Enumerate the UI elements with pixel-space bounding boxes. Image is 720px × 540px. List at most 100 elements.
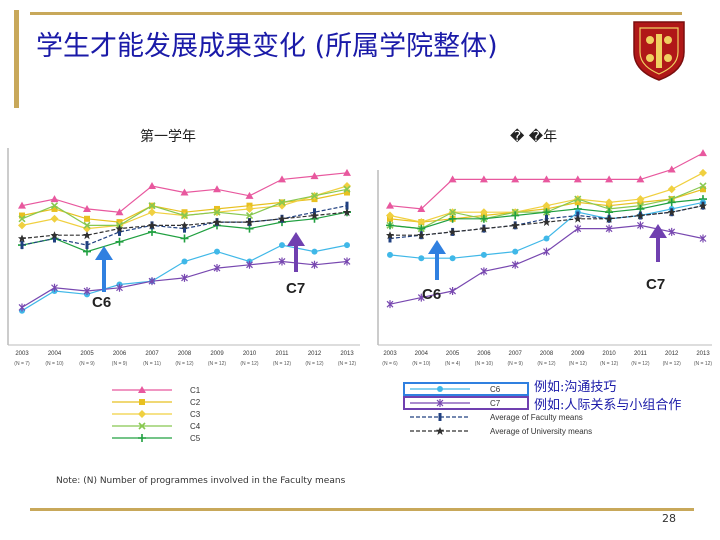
right-tick-2006: 2006 [477, 351, 491, 357]
left-point-c7-2009 [213, 264, 221, 273]
label-left-c7: C7 [286, 280, 306, 297]
left-n-label-2011: (N = 12) [273, 361, 292, 367]
right-point-c2-2013 [700, 186, 706, 193]
left-point-average-of-university-means-2010 [245, 218, 254, 227]
left-n-label-2009: (N = 12) [208, 361, 227, 367]
right-point-c3-2010 [605, 198, 614, 207]
left-tick-2004: 2004 [48, 351, 62, 357]
left-n-label-2006: (N = 9) [112, 361, 128, 367]
left-point-c7-2013 [343, 257, 351, 266]
right-point-c4-2005 [449, 208, 457, 216]
example-c7: 例如:人际关系与小组合作 [534, 398, 682, 413]
legend-left-label-c4: C4 [190, 422, 201, 431]
arrow-right-c7 [649, 224, 667, 262]
right-tick-2009: 2009 [571, 351, 585, 357]
left-point-c2-2004 [51, 205, 58, 212]
left-point-c1-2010 [245, 191, 254, 199]
left-n-label-2005: (N = 9) [79, 361, 95, 367]
legend-left-marker-c1 [138, 386, 146, 393]
right-point-average-of-university-means-2003 [386, 231, 394, 240]
left-point-c7-2003 [18, 303, 26, 312]
right-point-c5-2003 [386, 221, 394, 230]
right-point-c4-2009 [574, 195, 582, 203]
right-point-c4-2013 [699, 182, 707, 190]
legend-left-label-c3: C3 [190, 410, 201, 419]
right-point-average-of-university-means-2007 [511, 221, 520, 230]
right-point-average-of-university-means-2005 [448, 227, 457, 236]
left-tick-2010: 2010 [243, 351, 257, 357]
right-point-c5-2005 [448, 214, 457, 223]
left-point-c7-2008 [181, 273, 188, 282]
left-point-c4-2008 [180, 211, 189, 220]
left-point-c7-2006 [116, 283, 123, 292]
left-n-label-2004: (N = 10) [45, 361, 64, 367]
left-point-c1-2005 [83, 204, 91, 212]
right-point-average-of-university-means-2013 [699, 201, 707, 210]
right-n-label-2007: (N = 9) [507, 361, 523, 367]
right-tick-2003: 2003 [383, 351, 397, 357]
right-n-label-2010: (N = 12) [600, 361, 619, 367]
left-point-c3-2007 [148, 208, 156, 217]
right-point-c3-2008 [542, 201, 551, 210]
left-point-c7-2010 [246, 260, 253, 269]
page-number: 28 [662, 512, 676, 525]
right-point-average-of-university-means-2009 [573, 214, 582, 223]
right-tick-2011: 2011 [634, 351, 648, 357]
left-point-c7-2012 [311, 260, 318, 269]
example-c6: 例如:沟通技巧 [534, 380, 617, 395]
left-tick-2008: 2008 [178, 351, 192, 357]
right-point-c7-2012 [668, 227, 676, 236]
right-n-label-2013: (N = 12) [694, 361, 713, 367]
university-crest-icon [633, 21, 685, 81]
left-point-c1-2008 [180, 188, 189, 196]
chart-title-left: 第一学年 [140, 129, 196, 145]
legend-right-label-c7: C7 [490, 399, 501, 408]
right-n-label-2011: (N = 12) [631, 361, 650, 367]
right-point-c1-2004 [417, 204, 426, 212]
accent-bar-bottom [30, 508, 694, 511]
left-point-average-of-university-means-2005 [83, 231, 91, 240]
right-point-c6-2007 [512, 248, 519, 255]
left-point-c4-2012 [310, 192, 319, 200]
left-point-c6-2009 [214, 248, 220, 255]
legend-right-label-average-of-faculty-means: Average of Faculty means [490, 413, 583, 422]
left-point-c4-2003 [18, 215, 26, 223]
right-tick-2013: 2013 [696, 351, 710, 357]
right-n-label-2012: (N = 12) [663, 361, 682, 367]
right-point-c7-2011 [636, 221, 644, 230]
legend-left-marker-c2 [139, 399, 145, 405]
right-point-average-of-university-means-2011 [636, 211, 645, 220]
left-point-average-of-university-means-2012 [310, 211, 319, 220]
left-point-average-of-university-means-2004 [50, 231, 59, 240]
right-point-c1-2007 [511, 175, 520, 183]
right-tick-2010: 2010 [602, 351, 616, 357]
left-point-c4-2010 [245, 211, 254, 220]
right-point-c3-2012 [667, 185, 676, 194]
right-point-c3-2013 [699, 168, 707, 177]
left-point-c4-2009 [213, 208, 221, 216]
right-point-c1-2006 [479, 175, 488, 183]
left-n-label-2013: (N = 12) [338, 361, 357, 367]
arrow-left-c7 [287, 232, 305, 272]
left-point-c4-2007 [148, 202, 156, 210]
left-point-c1-2009 [213, 185, 221, 193]
legend-left-label-c2: C2 [190, 398, 201, 407]
left-point-c7-2005 [83, 287, 91, 296]
right-point-c6-2006 [480, 251, 487, 258]
right-point-average-of-faculty-means-2003 [388, 234, 392, 243]
left-point-c3-2003 [18, 221, 26, 230]
left-point-average-of-faculty-means-2004 [53, 234, 56, 243]
legend-right-marker-c7 [436, 399, 444, 407]
right-n-label-2005: (N = 4) [445, 361, 461, 367]
right-point-c3-2003 [386, 211, 394, 220]
right-point-c1-2011 [636, 175, 645, 183]
left-n-label-2003: (N = 7) [14, 361, 30, 367]
left-point-c1-2004 [50, 195, 59, 203]
left-point-c1-2013 [343, 168, 351, 176]
left-point-c3-2004 [50, 214, 59, 223]
right-point-c7-2009 [574, 224, 582, 233]
right-point-c1-2008 [542, 175, 551, 183]
left-point-c4-2013 [343, 185, 351, 193]
legend-right-marker-average-of-university-means [436, 427, 444, 435]
left-tick-2006: 2006 [113, 351, 127, 357]
